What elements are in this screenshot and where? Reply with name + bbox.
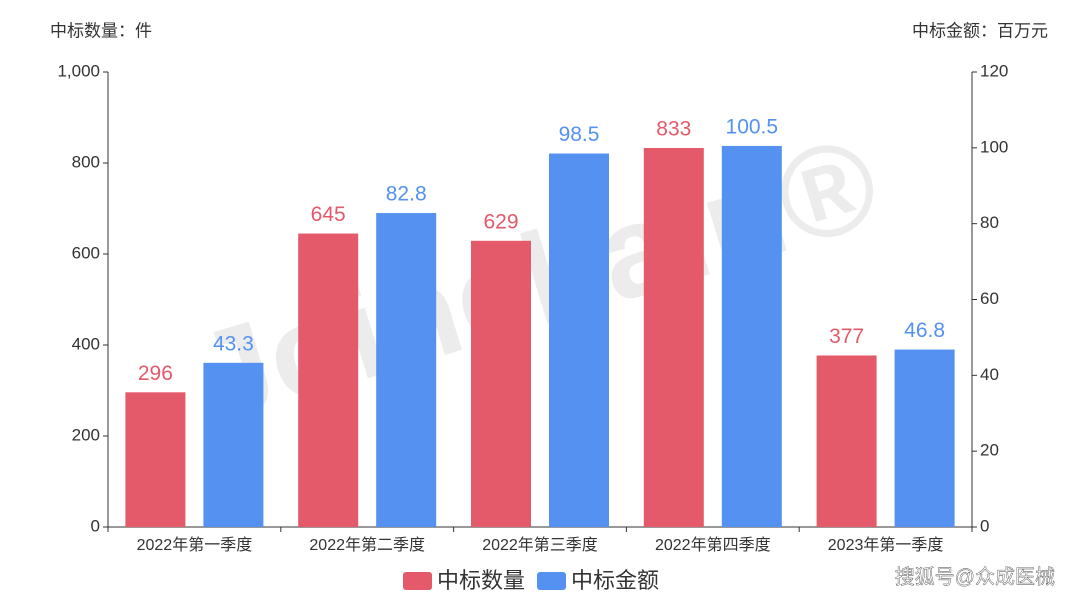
value-label: 82.8 [386, 183, 427, 206]
x-tick-label: 2022年第一季度 [137, 536, 253, 554]
y2-tick-label: 40 [980, 365, 999, 384]
y-axis-label: 中标数量：件 [50, 21, 152, 40]
x-tick-label: 2022年第三季度 [482, 536, 598, 554]
y-tick-label: 0 [91, 516, 100, 535]
bar [721, 145, 782, 527]
value-label: 100.5 [726, 115, 779, 138]
value-label: 833 [656, 118, 691, 141]
y-tick-label: 400 [72, 334, 100, 353]
y2-tick-label: 20 [980, 441, 999, 460]
x-tick-label: 2022年第二季度 [309, 536, 425, 554]
y2-tick-label: 100 [980, 137, 1008, 156]
y2-tick-label: 60 [980, 289, 999, 308]
value-label: 46.8 [904, 319, 945, 342]
bar [298, 233, 359, 527]
legend-label: 中标数量 [437, 568, 525, 593]
bar [549, 153, 609, 528]
y-tick-label: 600 [72, 243, 100, 262]
value-label: 43.3 [213, 332, 254, 355]
watermark: Joinchain® [180, 107, 895, 452]
y-tick-label: 800 [72, 152, 100, 171]
y2-tick-label: 0 [980, 516, 989, 535]
value-label: 296 [138, 362, 173, 385]
legend-label: 中标金额 [571, 568, 659, 593]
y2-tick-label: 120 [980, 61, 1008, 80]
bar [471, 240, 531, 527]
value-label: 629 [483, 210, 518, 233]
y2-axis-label: 中标金额：百万元 [912, 21, 1048, 40]
x-tick-label: 2023年第一季度 [828, 536, 944, 554]
legend-swatch [537, 572, 567, 590]
y-tick-label: 1,000 [57, 61, 100, 80]
legend-swatch [403, 572, 432, 590]
bar [643, 147, 704, 528]
value-label: 377 [829, 325, 864, 348]
y-tick-label: 200 [72, 425, 100, 444]
value-label: 98.5 [559, 123, 600, 146]
source-label: 搜狐号@众成医械 [895, 565, 1055, 588]
bar [816, 355, 877, 527]
bar [894, 349, 955, 527]
x-tick-label: 2022年第四季度 [655, 536, 771, 554]
value-label: 645 [311, 203, 346, 226]
bar [376, 213, 437, 528]
bar [203, 362, 264, 527]
y2-tick-label: 80 [980, 213, 999, 232]
bar [125, 392, 186, 527]
